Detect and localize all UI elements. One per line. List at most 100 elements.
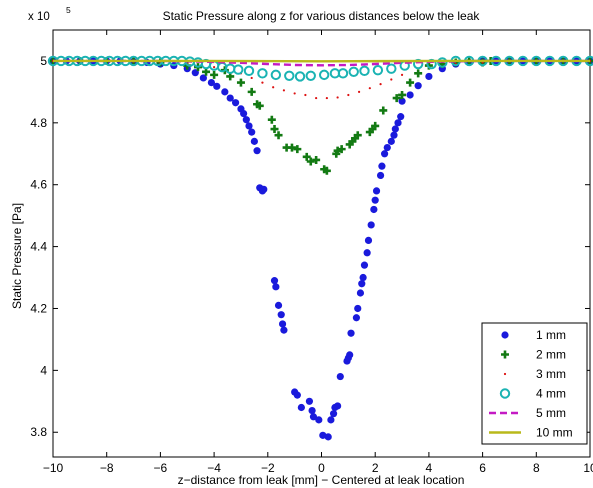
data-point — [261, 81, 264, 84]
data-point — [354, 304, 362, 313]
legend-swatch — [501, 331, 509, 339]
data-point — [336, 96, 339, 99]
x-tick-label: 6 — [479, 461, 486, 475]
data-point — [226, 94, 234, 102]
data-point — [372, 187, 381, 195]
data-point — [247, 87, 256, 96]
data-point — [294, 71, 306, 82]
data-point — [255, 101, 264, 110]
data-point — [337, 145, 346, 154]
data-point — [392, 94, 401, 103]
data-point — [400, 73, 404, 76]
data-point — [414, 82, 422, 90]
data-point — [363, 249, 371, 257]
data-point — [315, 96, 318, 100]
data-point — [282, 89, 286, 92]
data-point — [287, 143, 296, 152]
data-point — [379, 106, 388, 115]
data-point — [380, 150, 389, 158]
data-point — [297, 403, 305, 412]
data-point — [312, 155, 321, 164]
data-point — [336, 372, 344, 381]
x-tick-label: −8 — [100, 461, 114, 475]
data-point — [378, 162, 386, 170]
legend-swatch — [499, 388, 511, 399]
legend-swatch — [501, 350, 509, 359]
data-point — [359, 273, 367, 282]
y-tick-label: 5 — [40, 54, 47, 68]
legend-box — [481, 322, 588, 445]
data-point — [406, 91, 414, 99]
data-point — [213, 66, 216, 69]
data-point — [302, 152, 311, 161]
data-point — [398, 90, 407, 99]
data-point — [327, 416, 335, 424]
data-point — [357, 90, 361, 93]
y-multiplier: x 10 — [28, 11, 50, 23]
data-point — [368, 87, 371, 90]
data-point — [425, 72, 433, 81]
data-point — [315, 416, 323, 424]
data-point — [304, 93, 307, 97]
data-point — [325, 96, 328, 100]
legend-label: 10 mm — [536, 426, 573, 440]
data-point — [318, 69, 330, 81]
data-point — [358, 280, 366, 288]
data-point — [207, 79, 216, 87]
data-point — [333, 146, 342, 155]
data-point — [329, 410, 338, 418]
data-point — [334, 402, 342, 410]
data-point — [414, 69, 423, 78]
data-point — [372, 65, 384, 76]
data-point — [379, 83, 382, 86]
data-point — [383, 143, 391, 152]
data-point — [353, 131, 362, 140]
data-point — [348, 66, 359, 77]
data-point — [376, 171, 385, 180]
x-tick-label: −10 — [43, 461, 64, 475]
data-point — [386, 63, 397, 74]
data-point — [347, 329, 355, 337]
y-tick-label: 4.6 — [30, 178, 47, 192]
y-tick-label: 4.2 — [30, 301, 47, 315]
x-tick-label: 0 — [318, 461, 325, 475]
data-point — [270, 125, 279, 134]
data-point — [306, 157, 315, 166]
plot-layer: −10 −8 −6 −4 −2 0 2 4 6 8 10 3.8 4 4.2 4.4 4.6 4.8 5 1 mm 2… — [30, 29, 593, 475]
data-point — [250, 137, 258, 145]
data-point — [240, 109, 248, 118]
data-point — [272, 283, 280, 291]
x-tick-label: 8 — [533, 461, 540, 475]
legend-label: 4 mm — [536, 387, 566, 401]
data-point — [391, 125, 399, 133]
data-point — [371, 196, 379, 204]
series-2-mm — [49, 56, 593, 175]
data-point — [390, 78, 393, 81]
data-point — [260, 185, 268, 193]
data-point — [231, 99, 240, 107]
data-point — [293, 145, 302, 154]
data-point — [270, 277, 279, 285]
y-multiplier-exponent: 5 — [66, 5, 71, 15]
data-point — [293, 391, 301, 399]
data-point — [274, 131, 283, 140]
legend-label: 3 mm — [536, 367, 566, 381]
data-point — [387, 137, 395, 145]
data-point — [221, 88, 229, 96]
data-point — [347, 93, 350, 97]
data-point — [367, 221, 375, 229]
data-point — [309, 413, 318, 421]
x-tick-label: 2 — [372, 461, 379, 475]
y-tick-label: 4.8 — [30, 116, 47, 130]
data-point — [397, 113, 405, 121]
x-axis-label: z−distance from leak [mm] − Centered at … — [178, 473, 465, 487]
x-tick-label: 10 — [583, 461, 593, 475]
data-point — [245, 122, 253, 130]
data-point — [280, 326, 288, 334]
data-point — [305, 397, 314, 405]
data-point — [210, 70, 219, 79]
y-tick-label: 3.8 — [30, 425, 47, 439]
data-point — [356, 289, 365, 297]
y-tick-label: 4.4 — [30, 240, 47, 254]
